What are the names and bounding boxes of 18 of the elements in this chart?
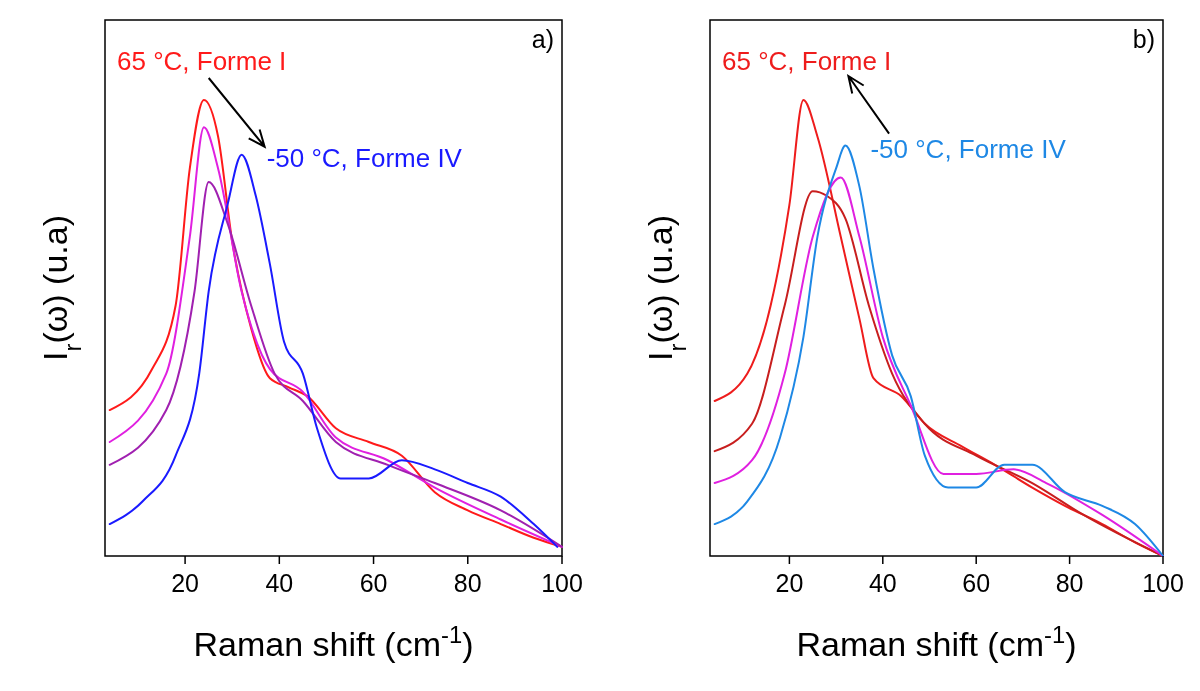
- x-tick-label: 40: [868, 569, 897, 597]
- x-tick-label: 80: [453, 569, 482, 597]
- x-tick-label: 60: [359, 569, 388, 597]
- x-tick-label: 80: [1055, 569, 1084, 597]
- x-axis-title: Raman shift (cm$^{-1}$): [193, 620, 474, 663]
- x-tick-label: 100: [1142, 569, 1184, 597]
- x-axis-title: Raman shift (cm$^{-1}$): [796, 620, 1077, 663]
- chart-title: a): [531, 25, 554, 53]
- series-label: 65 °C, Forme I: [722, 46, 892, 76]
- chart-title: b): [1132, 25, 1155, 53]
- x-tick-label: 40: [265, 569, 294, 597]
- x-tick-label: 20: [775, 569, 804, 597]
- series-label: -50 °C, Forme IV: [870, 133, 1067, 164]
- series-label: 65 °C, Forme I: [117, 46, 287, 76]
- series-label: -50 °C, Forme IV: [266, 142, 463, 173]
- x-tick-label: 60: [962, 569, 991, 597]
- x-tick-label: 20: [171, 569, 199, 597]
- x-tick-label: 100: [541, 569, 583, 597]
